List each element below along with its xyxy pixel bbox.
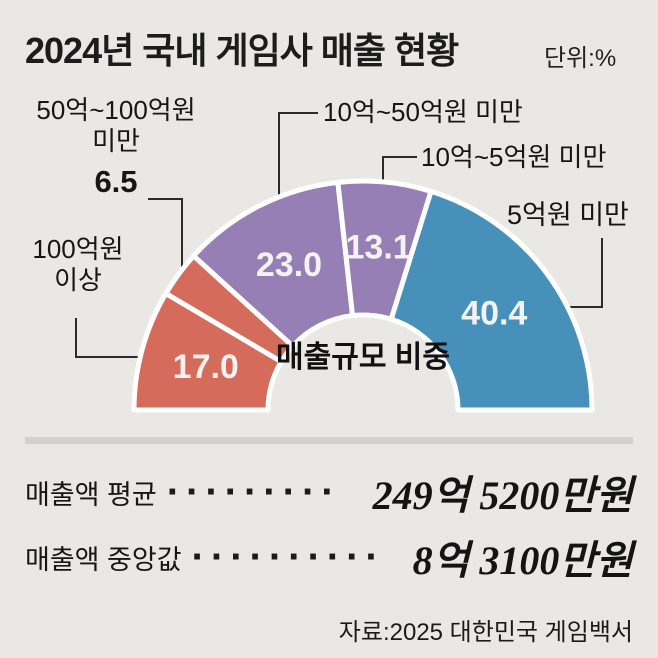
segment-value-3: 23.0 [256,246,322,284]
chart-center-label-line1: 매출규모 [276,341,387,374]
unit-label: 단위:% [544,45,617,72]
callout-50-100-line2: 미만 [92,126,140,156]
section-divider [25,437,633,444]
leader-line [278,112,318,212]
segment-value-5: 40.4 [461,294,527,332]
segment-5 [388,188,595,413]
callout-100plus: 100억원 이상 [8,234,148,296]
segment-3 [191,179,356,349]
chart-center-label-line2: 비중 [394,341,450,374]
callout-100plus-line1: 100억원 [32,234,124,264]
page-title: 2024년 국내 게임사 매출 현황 [25,30,459,71]
leader-line [148,198,183,272]
leader-line [75,318,144,358]
stat-average-value: 249억 5200만원 [372,473,633,518]
callout-10-50: 10억~50억원 미만 [323,97,523,127]
callout-5under: 5억원 미만 [507,200,629,230]
callout-10-5: 10억~5억원 미만 [421,142,607,172]
callout-50-100-line1: 50억~100억원 [36,95,196,125]
segment-value-1: 17.0 [173,348,239,386]
stat-row-median: 매출액 중앙값 ·········· 8억 3100만원 [25,531,633,583]
chart-center-label: 매출규모 비중 [263,340,463,375]
stat-average-label: 매출액 평균 [25,479,157,510]
segment-value-4: 13.1 [346,229,412,267]
callout-50-100-value: 6.5 [94,164,138,199]
source-credit: 자료:2025 대한민국 게임백서 [338,619,633,646]
stat-median-label: 매출액 중앙값 [25,544,182,575]
dot-leader: ········· [157,482,373,502]
dot-leader: ·········· [182,547,413,567]
stat-row-average: 매출액 평균 ········· 249억 5200만원 [25,466,633,518]
callout-100plus-line2: 이상 [54,265,102,295]
callout-50-100: 50억~100억원 미만 6.5 [18,95,214,197]
stat-median-value: 8억 3100만원 [412,538,633,583]
leader-line [564,238,603,308]
